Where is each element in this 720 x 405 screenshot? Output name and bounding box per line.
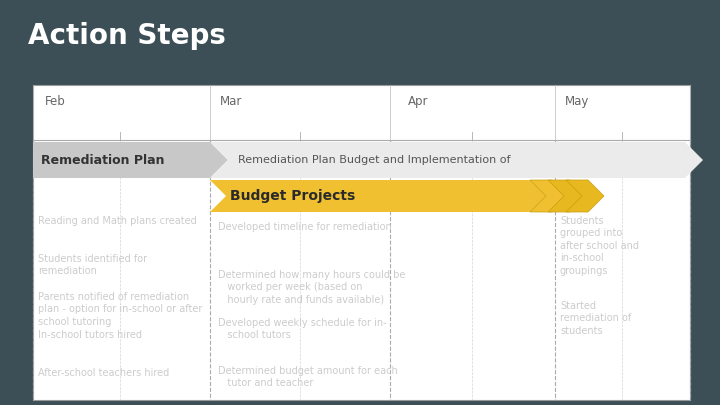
Text: In-school tutors hired: In-school tutors hired: [38, 330, 142, 340]
Text: Mar: Mar: [220, 95, 243, 108]
Text: Students identified for
remediation: Students identified for remediation: [38, 254, 147, 276]
Text: Students
grouped into
after school and
in-school
groupings: Students grouped into after school and i…: [560, 216, 639, 275]
Polygon shape: [566, 180, 604, 212]
Polygon shape: [530, 180, 568, 212]
Text: Determined how many hours could be
   worked per week (based on
   hourly rate a: Determined how many hours could be worke…: [218, 270, 405, 305]
Bar: [33, 85, 690, 400]
Text: Apr: Apr: [408, 95, 428, 108]
Text: Remediation Plan: Remediation Plan: [41, 153, 164, 166]
Text: After-school teachers hired: After-school teachers hired: [38, 368, 169, 378]
Polygon shape: [548, 180, 586, 212]
Text: Developed timeline for remediation: Developed timeline for remediation: [218, 222, 392, 232]
Text: Reading and Math plans created: Reading and Math plans created: [38, 216, 197, 226]
Text: Remediation Plan Budget and Implementation of: Remediation Plan Budget and Implementati…: [238, 155, 510, 165]
Text: Feb: Feb: [45, 95, 66, 108]
Text: Budget Projects: Budget Projects: [230, 189, 355, 203]
Text: Determined budget amount for each
   tutor and teacher: Determined budget amount for each tutor …: [218, 366, 397, 388]
Text: Developed weekly schedule for in-
   school tutors: Developed weekly schedule for in- school…: [218, 318, 387, 340]
Polygon shape: [210, 142, 703, 178]
Text: May: May: [565, 95, 590, 108]
Text: Started
remediation of
students: Started remediation of students: [560, 301, 631, 336]
Text: Parents notified of remediation
plan - option for in-school or after
school tuto: Parents notified of remediation plan - o…: [38, 292, 202, 327]
Polygon shape: [210, 180, 546, 212]
Polygon shape: [33, 142, 228, 178]
Text: Action Steps: Action Steps: [28, 22, 226, 50]
